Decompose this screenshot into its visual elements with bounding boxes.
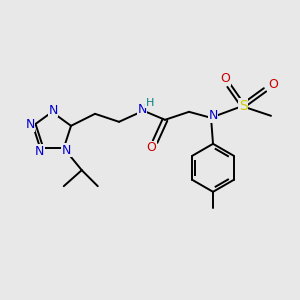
Text: O: O xyxy=(146,141,156,154)
Text: N: N xyxy=(137,103,147,116)
Text: N: N xyxy=(48,103,58,116)
Text: O: O xyxy=(220,72,230,85)
Text: H: H xyxy=(146,98,154,108)
Text: S: S xyxy=(238,99,247,113)
Text: N: N xyxy=(25,118,35,131)
Text: N: N xyxy=(208,109,218,122)
Text: N: N xyxy=(62,144,71,157)
Text: N: N xyxy=(34,145,44,158)
Text: O: O xyxy=(268,78,278,91)
